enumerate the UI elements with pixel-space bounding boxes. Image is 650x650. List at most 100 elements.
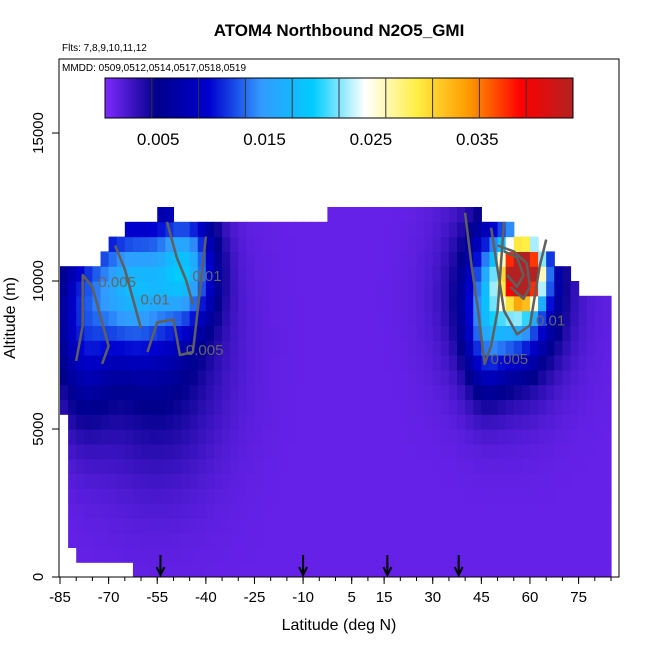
- data-cell: [294, 503, 304, 519]
- data-cell: [246, 399, 256, 415]
- data-cell: [173, 236, 183, 252]
- data-cell: [254, 295, 264, 312]
- x-tick-label: -40: [195, 589, 217, 606]
- data-cell: [222, 562, 231, 577]
- data-cell: [448, 399, 458, 415]
- data-cell: [497, 369, 507, 386]
- data-cell: [408, 295, 418, 312]
- data-cell: [416, 399, 426, 415]
- colorbar-labels: 0.005 0.015 0.025 0.035: [137, 130, 499, 149]
- data-cell: [440, 340, 450, 356]
- data-cell: [343, 473, 353, 489]
- data-cell: [432, 399, 442, 415]
- data-cell: [367, 429, 377, 445]
- data-cell: [367, 207, 377, 223]
- data-cell: [205, 340, 215, 356]
- data-cell: [238, 236, 247, 252]
- data-cell: [213, 325, 223, 341]
- data-cell: [327, 295, 337, 312]
- data-cell: [562, 414, 572, 430]
- y-tick-label: 15000: [30, 112, 47, 154]
- data-cell: [286, 281, 296, 297]
- data-cell: [505, 414, 515, 430]
- data-cell: [165, 458, 175, 474]
- data-cell: [173, 281, 183, 297]
- data-cell: [303, 429, 312, 445]
- data-cell: [554, 310, 563, 326]
- data-cell: [327, 547, 337, 563]
- data-cell: [481, 517, 491, 534]
- data-cell: [262, 399, 272, 415]
- data-cell: [465, 384, 474, 400]
- data-cell: [278, 517, 288, 534]
- data-cell: [432, 473, 442, 489]
- data-cell: [489, 443, 499, 460]
- data-cell: [408, 399, 418, 415]
- data-cell: [262, 369, 272, 386]
- data-cell: [562, 340, 572, 356]
- data-cell: [60, 295, 69, 312]
- contour-line: [146, 236, 208, 357]
- data-cell: [400, 384, 410, 400]
- data-cell: [602, 547, 612, 563]
- data-cell: [197, 281, 207, 297]
- data-cell: [505, 266, 515, 282]
- data-cell: [68, 414, 77, 430]
- data-cell: [149, 429, 158, 445]
- contour-line: [503, 250, 525, 289]
- data-cell: [278, 221, 288, 238]
- data-cell: [286, 369, 296, 386]
- data-cell: [392, 295, 401, 312]
- data-cell: [149, 266, 158, 282]
- data-cell: [108, 443, 118, 460]
- data-cell: [513, 547, 523, 563]
- data-cell: [278, 369, 288, 386]
- data-cell: [384, 547, 393, 563]
- data-cell: [376, 414, 385, 430]
- data-cell: [457, 443, 466, 460]
- data-cell: [505, 384, 515, 400]
- data-cell: [546, 281, 555, 297]
- data-cell: [562, 532, 572, 548]
- data-cell: [343, 562, 353, 577]
- data-cell: [457, 369, 466, 386]
- data-cell: [76, 429, 85, 445]
- data-cell: [246, 355, 256, 371]
- data-cell: [173, 443, 183, 460]
- data-cell: [432, 562, 442, 577]
- data-cell: [400, 429, 410, 445]
- data-cell: [68, 325, 77, 341]
- data-cell: [68, 443, 77, 460]
- data-cell: [513, 266, 523, 282]
- flights-note: Flts: 7,8,9,10,11,12: [62, 43, 147, 54]
- data-cell: [173, 221, 183, 238]
- data-cell: [262, 310, 272, 326]
- data-cell: [246, 310, 256, 326]
- data-cell: [521, 310, 531, 326]
- data-cell: [473, 221, 482, 238]
- data-cell: [205, 517, 215, 534]
- data-cell: [529, 429, 539, 445]
- data-cell: [222, 458, 231, 474]
- data-cell: [254, 414, 264, 430]
- data-cell: [586, 458, 596, 474]
- data-cell: [481, 310, 491, 326]
- data-cell: [538, 325, 547, 341]
- data-cell: [335, 310, 345, 326]
- data-cell: [254, 458, 264, 474]
- data-cell: [400, 488, 410, 504]
- colorbar-tick-label: 0.035: [456, 130, 499, 149]
- data-cell: [465, 562, 474, 577]
- data-cell: [238, 251, 247, 267]
- data-cell: [246, 488, 256, 504]
- data-cell: [538, 310, 547, 326]
- data-cell: [157, 340, 166, 356]
- data-cell: [367, 532, 377, 548]
- data-cell: [570, 532, 580, 548]
- data-cell: [68, 488, 77, 504]
- data-cell: [432, 355, 442, 371]
- data-cell: [165, 399, 175, 415]
- data-cell: [497, 562, 507, 577]
- data-cell: [303, 340, 312, 356]
- data-cell: [149, 399, 158, 415]
